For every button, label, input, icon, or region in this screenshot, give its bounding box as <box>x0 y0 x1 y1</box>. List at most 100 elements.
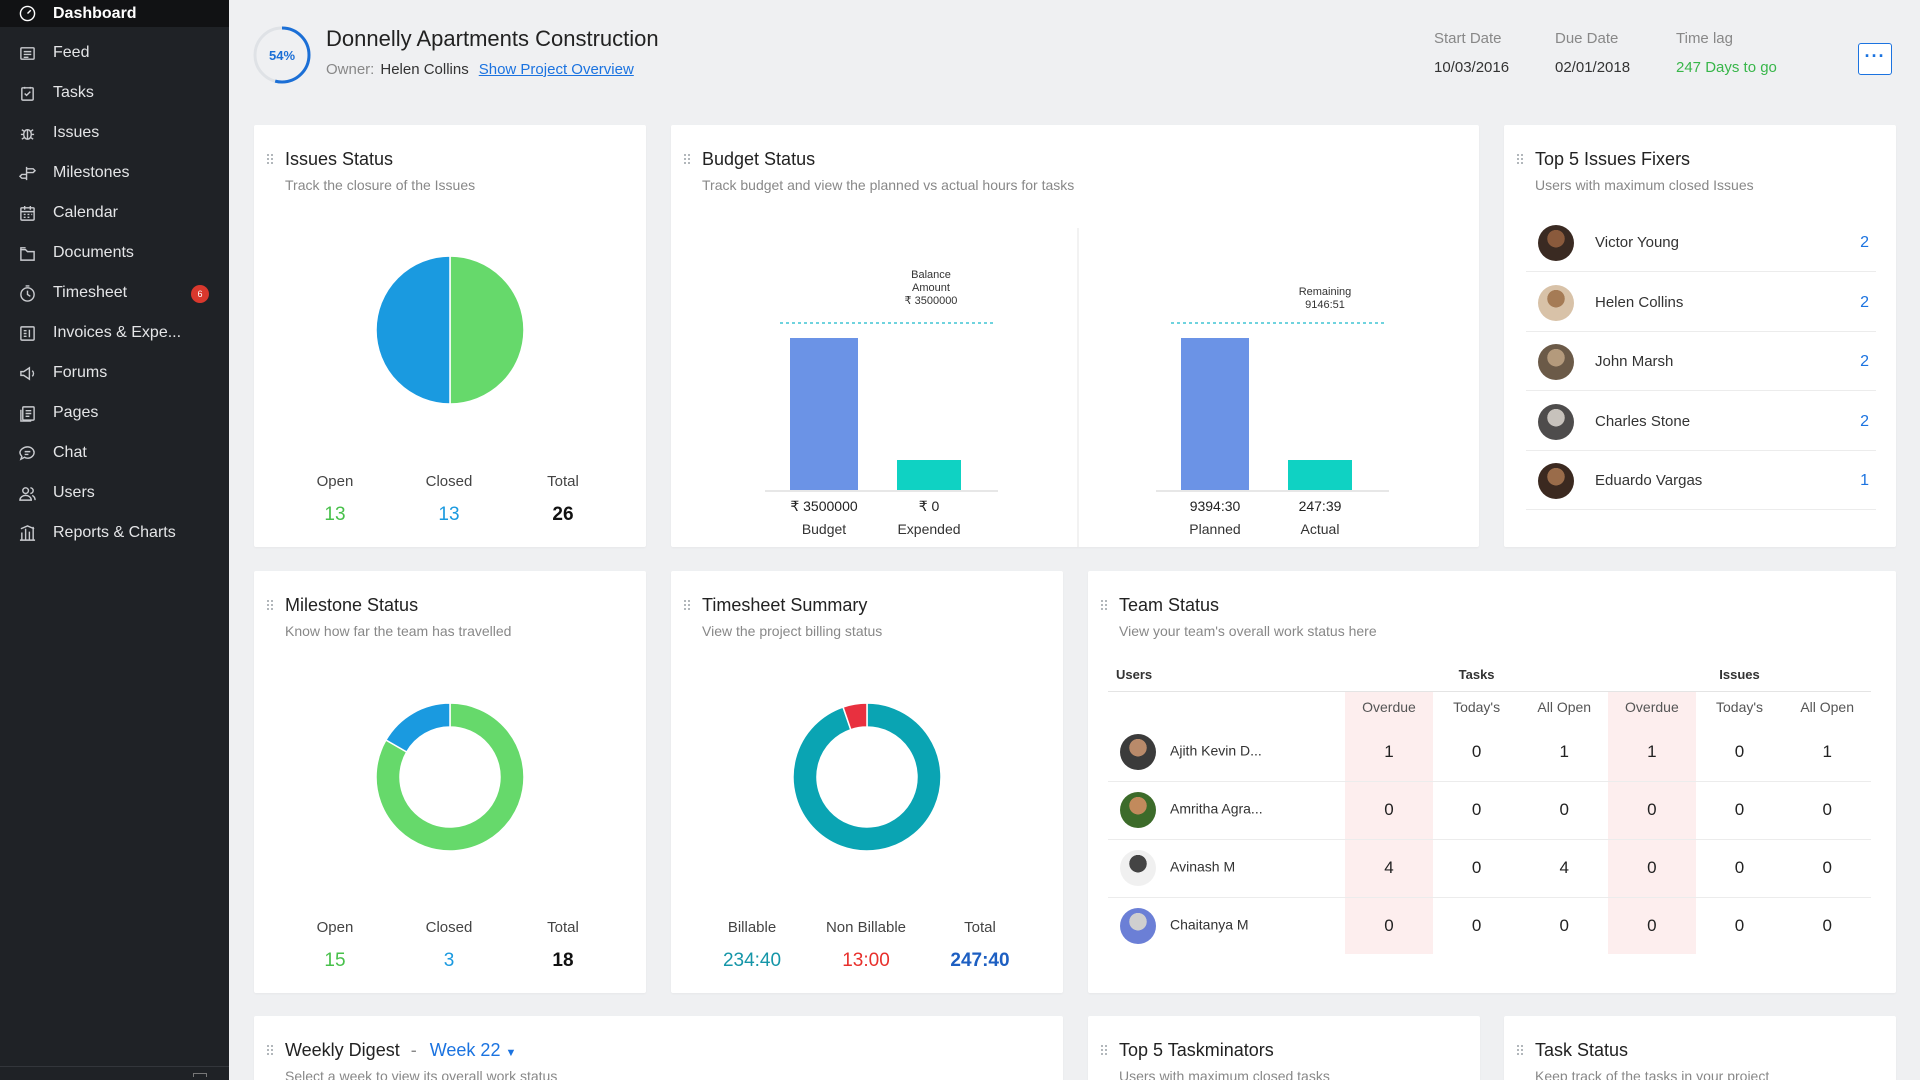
issues-closed-stat: Closed 13 <box>399 473 499 526</box>
team-row[interactable]: Ajith Kevin D... 1 0 1 1 0 1 <box>1108 723 1871 782</box>
drag-handle-icon[interactable] <box>1101 1045 1109 1057</box>
calendar-icon <box>18 204 36 222</box>
fixer-count[interactable]: 2 <box>1860 293 1869 311</box>
slice-closed[interactable] <box>375 255 451 405</box>
team-cell[interactable]: 0 <box>1783 781 1871 840</box>
sidebar-item-invoices-expe[interactable]: Invoices & Expe... <box>0 313 229 353</box>
team-cell[interactable]: 0 <box>1608 897 1696 954</box>
weekly-digest-title: Weekly Digest <box>285 1040 400 1060</box>
fixer-row[interactable]: Victor Young 2 <box>1526 213 1876 272</box>
team-cell[interactable]: 0 <box>1432 897 1521 954</box>
team-cell[interactable]: 1 <box>1345 723 1433 782</box>
fixer-count[interactable]: 2 <box>1860 412 1869 430</box>
sidebar-item-reports-charts[interactable]: Reports & Charts <box>0 513 229 553</box>
card-subtitle: Track the closure of the Issues <box>285 177 476 193</box>
drag-handle-icon[interactable] <box>684 154 692 166</box>
team-cell[interactable]: 0 <box>1520 781 1609 840</box>
bar-value-label: 247:39 <box>1299 498 1342 514</box>
sidebar-item-calendar[interactable]: Calendar <box>0 193 229 233</box>
slice-billable[interactable] <box>792 702 942 852</box>
team-cell[interactable]: 0 <box>1608 781 1696 840</box>
team-cell[interactable]: 0 <box>1695 839 1784 898</box>
users-header: Users <box>1108 659 1346 692</box>
sidebar-item-documents[interactable]: Documents <box>0 233 229 273</box>
drag-handle-icon[interactable] <box>267 154 275 166</box>
team-cell[interactable]: 0 <box>1695 897 1784 954</box>
team-cell[interactable]: 0 <box>1345 781 1433 840</box>
collapse-icon[interactable] <box>193 1073 207 1077</box>
drag-handle-icon[interactable] <box>1101 600 1109 612</box>
issues-open-stat: Open 13 <box>285 473 385 526</box>
team-cell[interactable]: 0 <box>1432 781 1521 840</box>
sidebar-item-dashboard[interactable]: Dashboard <box>0 0 229 27</box>
sidebar: Dashboard Feed Tasks Issues Milestones Calend… <box>0 0 229 1080</box>
progress-percent: 54% <box>268 47 296 63</box>
sidebar-item-timesheet[interactable]: Timesheet 6 <box>0 273 229 313</box>
slice-closed[interactable] <box>384 702 451 754</box>
start-date-label: Start Date <box>1434 30 1502 47</box>
team-cell[interactable]: 4 <box>1520 839 1609 898</box>
team-cell[interactable]: 0 <box>1432 839 1521 898</box>
progress-ring-chart <box>253 26 311 84</box>
team-cell[interactable]: 4 <box>1345 839 1433 898</box>
show-overview-link[interactable]: Show Project Overview <box>478 61 634 78</box>
bar-value-label: ₹ 3500000 <box>790 498 858 514</box>
team-cell[interactable]: 0 <box>1783 839 1871 898</box>
team-cell[interactable]: 0 <box>1783 897 1871 954</box>
team-cell[interactable]: 0 <box>1520 897 1609 954</box>
team-cell[interactable]: 1 <box>1520 723 1609 782</box>
slice-open[interactable] <box>449 255 525 405</box>
week-selector[interactable]: Week 22 ▼ <box>430 1040 517 1060</box>
fixer-count[interactable]: 2 <box>1860 234 1869 251</box>
team-cell[interactable]: 0 <box>1345 897 1433 954</box>
drag-handle-icon[interactable] <box>1517 1045 1525 1057</box>
drag-handle-icon[interactable] <box>1517 154 1525 166</box>
team-cell[interactable]: 0 <box>1695 781 1784 840</box>
drag-handle-icon[interactable] <box>267 1045 275 1057</box>
sidebar-item-chat[interactable]: Chat <box>0 433 229 473</box>
team-cell[interactable]: 0 <box>1695 723 1784 782</box>
progress-arc <box>253 26 311 84</box>
bar-budget[interactable] <box>790 338 858 490</box>
sidebar-item-milestones[interactable]: Milestones <box>0 153 229 193</box>
fixer-count[interactable]: 1 <box>1860 472 1869 489</box>
time-lag: Time lag 247 Days to go <box>1676 30 1777 76</box>
reports-icon <box>18 524 36 542</box>
bar-value-label: ₹ 0 <box>919 498 940 514</box>
fixer-row[interactable]: Charles Stone 2 <box>1526 392 1876 451</box>
team-cell[interactable]: 0 <box>1608 839 1696 898</box>
stat-label: Closed <box>425 473 473 490</box>
fixer-row[interactable]: Helen Collins 2 <box>1526 273 1876 332</box>
fixer-row[interactable]: John Marsh 2 <box>1526 332 1876 391</box>
slice-non-billable[interactable] <box>842 702 868 731</box>
bar-expended[interactable] <box>897 460 961 490</box>
bar-planned[interactable] <box>1181 338 1249 490</box>
team-row[interactable]: Amritha Agra... 0 0 0 0 0 0 <box>1108 781 1871 840</box>
slice-open[interactable] <box>375 702 525 852</box>
team-cell[interactable]: 1 <box>1608 723 1696 782</box>
bar-category-label: Actual <box>1301 521 1340 537</box>
sidebar-item-forums[interactable]: Forums <box>0 353 229 393</box>
sidebar-item-issues[interactable]: Issues <box>0 113 229 153</box>
milestone-total-stat: Total 18 <box>513 919 613 972</box>
drag-handle-icon[interactable] <box>267 600 275 612</box>
fixer-count[interactable]: 2 <box>1860 353 1869 370</box>
stat-label: Total <box>547 473 579 490</box>
sidebar-item-pages[interactable]: Pages <box>0 393 229 433</box>
start-date: Start Date 10/03/2016 <box>1434 30 1509 76</box>
fixer-row[interactable]: Eduardo Vargas 1 <box>1526 451 1876 510</box>
sidebar-item-feed[interactable]: Feed <box>0 33 229 73</box>
bar-actual[interactable] <box>1288 460 1352 490</box>
drag-handle-icon[interactable] <box>684 600 692 612</box>
tasks-icon <box>18 84 36 102</box>
sidebar-item-users[interactable]: Users <box>0 473 229 513</box>
more-options-button[interactable]: ··· <box>1858 43 1892 75</box>
sidebar-item-tasks[interactable]: Tasks <box>0 73 229 113</box>
team-cell[interactable]: 0 <box>1432 723 1521 782</box>
week-label: Week 22 <box>429 1040 501 1060</box>
team-cell[interactable]: 1 <box>1783 723 1871 782</box>
card-subtitle: View the project billing status <box>702 623 883 639</box>
